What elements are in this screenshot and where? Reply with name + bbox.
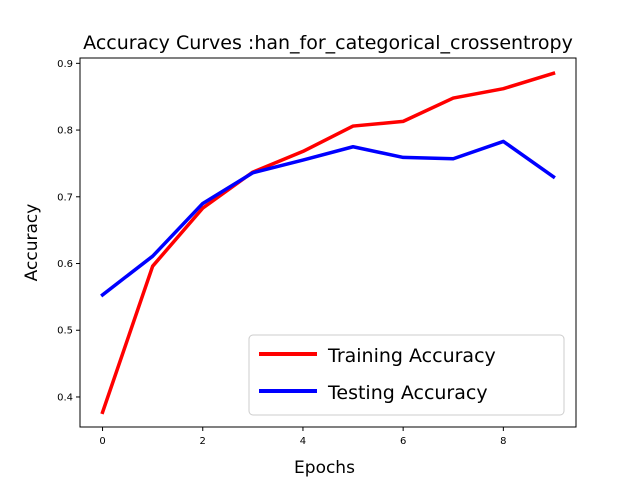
chart-title: Accuracy Curves :han_for_categorical_cro… [83, 32, 573, 54]
series-layer [100, 71, 556, 415]
y-axis-title: Accuracy [22, 204, 42, 282]
y-tick-label: 0.6 [57, 259, 73, 270]
y-tick-label: 0.4 [57, 392, 73, 403]
series-line-testing [100, 139, 556, 298]
y-tick-label: 0.7 [57, 192, 73, 203]
y-tick-label: 0.5 [57, 326, 73, 337]
x-tick-label: 4 [300, 436, 306, 447]
legend: Training Accuracy Testing Accuracy [248, 334, 565, 416]
legend-label-training: Training Accuracy [327, 345, 496, 367]
x-tick-label: 0 [99, 436, 105, 447]
x-tick-label: 8 [500, 436, 506, 447]
series-line-training [100, 71, 556, 415]
x-tick-label: 2 [200, 436, 206, 447]
x-axis-title: Epochs [294, 458, 355, 478]
legend-box [248, 334, 565, 416]
plot-area-frame [79, 57, 577, 428]
tick-layer: 0 2 4 6 8 0.4 0.5 0.6 0.7 0.8 0.9 [57, 59, 506, 447]
y-tick-label: 0.9 [57, 59, 73, 70]
x-tick-label: 6 [400, 436, 406, 447]
y-tick-label: 0.8 [57, 126, 73, 137]
legend-label-testing: Testing Accuracy [327, 382, 488, 404]
